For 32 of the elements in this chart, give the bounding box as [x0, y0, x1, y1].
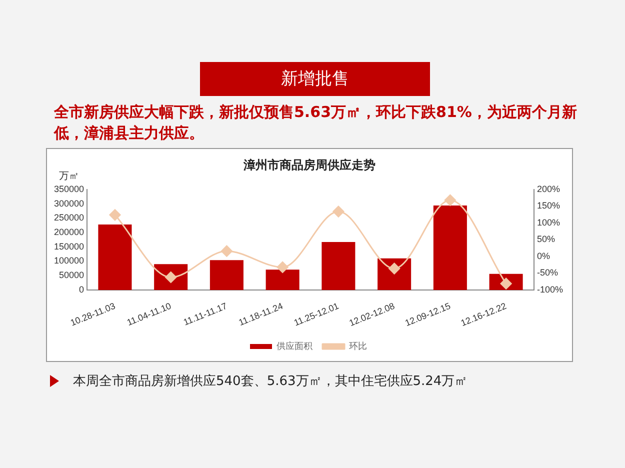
- bar: [210, 260, 244, 290]
- bar: [433, 205, 467, 290]
- legend-label: 环比: [349, 340, 367, 351]
- y2-tick-label: -100%: [536, 284, 563, 294]
- y-tick-label: 200000: [54, 226, 84, 237]
- chart-title: 漳州市商品房周供应走势: [244, 158, 376, 172]
- legend-label: 供应面积: [276, 340, 312, 351]
- point: [276, 261, 288, 273]
- bar: [98, 224, 132, 290]
- y2-tick-label: 50%: [536, 234, 555, 244]
- y-tick-label: 300000: [54, 198, 84, 208]
- y-axis-title: 万㎡: [59, 170, 79, 183]
- point: [220, 245, 232, 257]
- y2-tick-label: 150%: [536, 200, 560, 211]
- point: [332, 206, 344, 218]
- y-tick-label: 100000: [54, 256, 84, 266]
- y2-tick-label: 200%: [536, 184, 560, 194]
- text: 全市新房供应大幅下跌，新批仅预售5.63万㎡，环比下跌81%，为近两个月新低，漳浦县主力供应。: [54, 102, 578, 144]
- y-tick-label: 250000: [54, 212, 84, 223]
- point: [444, 194, 456, 206]
- point: [109, 209, 121, 221]
- y2-tick-label: -50%: [536, 268, 558, 278]
- y2-tick-label: 100%: [536, 217, 560, 228]
- y-tick-label: 350000: [54, 184, 84, 194]
- bar: [322, 242, 356, 290]
- bar: [266, 270, 300, 290]
- y-tick-label: 50000: [59, 270, 84, 280]
- y-tick-label: 0: [79, 284, 84, 294]
- text: 本周全市商品房新增供应540套、5.63万㎡，其中住宅供应5.24万㎡: [73, 374, 468, 389]
- y2-tick-label: 0%: [536, 250, 550, 261]
- y-tick-label: 150000: [54, 241, 84, 252]
- text: 新增批售: [200, 62, 430, 96]
